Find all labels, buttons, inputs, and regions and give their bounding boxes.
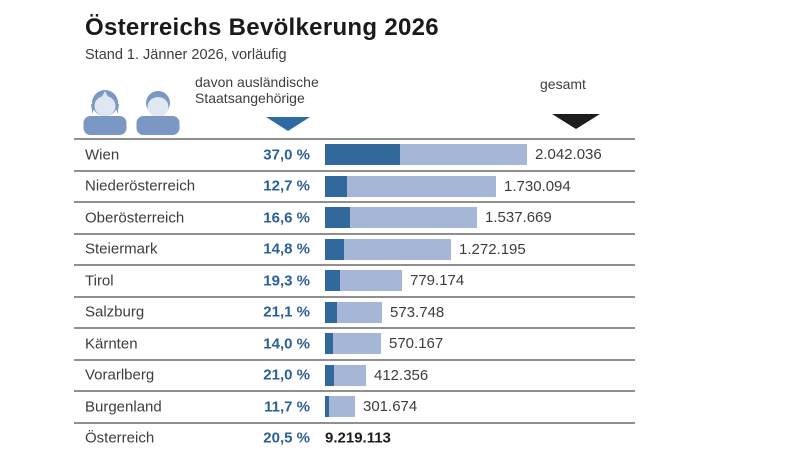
total-population: 301.674	[363, 398, 418, 416]
state-name: Niederösterreich	[85, 177, 196, 195]
total-population: 9.219.113	[325, 429, 391, 447]
foreign-percent: 37,0 %	[263, 146, 310, 164]
state-name: Oberösterreich	[85, 209, 185, 227]
total-population: 412.356	[374, 366, 429, 384]
population-table: Wien 37,0 % 2.042.036 Niederösterreich 1…	[74, 138, 635, 450]
table-row: Burgenland 11,7 % 301.674	[74, 390, 635, 422]
total-population: 1.537.669	[485, 209, 552, 227]
black-triangle-down-icon	[552, 114, 600, 129]
column-header-total: gesamt	[540, 76, 586, 92]
population-bar	[325, 396, 355, 418]
state-name: Vorarlberg	[85, 366, 155, 384]
total-population: 2.042.036	[535, 146, 602, 164]
population-bar	[325, 207, 477, 229]
population-bar-foreign-segment	[325, 175, 347, 197]
table-row: Niederösterreich 12,7 % 1.730.094	[74, 169, 635, 202]
state-name: Kärnten	[85, 335, 138, 353]
column-header-foreign-line1: davon ausländische	[195, 74, 319, 90]
page-title: Österreichs Bevölkerung 2026	[85, 14, 439, 41]
foreign-percent: 21,0 %	[263, 366, 310, 384]
table-row: Kärnten 14,0 % 570.167	[74, 327, 635, 359]
table-row: Vorarlberg 21,0 % 412.356	[74, 358, 635, 391]
population-bar	[325, 364, 366, 386]
state-name: Tirol	[85, 272, 114, 290]
population-bar	[325, 270, 402, 292]
state-name: Salzburg	[85, 303, 145, 321]
foreign-percent: 11,7 %	[264, 398, 310, 416]
foreign-percent: 20,5 %	[263, 429, 310, 447]
total-population: 779.174	[410, 272, 465, 290]
population-bar-foreign-segment	[325, 207, 350, 229]
foreign-percent: 14,0 %	[263, 335, 310, 353]
population-bar	[325, 301, 382, 323]
population-table-rows: Wien 37,0 % 2.042.036 Niederösterreich 1…	[74, 138, 635, 422]
population-bar-foreign-segment	[325, 238, 344, 260]
population-bar	[325, 175, 496, 197]
foreign-percent: 21,1 %	[263, 303, 310, 321]
population-bar-foreign-segment	[325, 396, 329, 418]
population-bar-foreign-segment	[325, 270, 340, 292]
state-name: Steiermark	[85, 240, 158, 258]
total-population: 573.748	[390, 303, 445, 321]
population-bar	[325, 144, 527, 166]
column-header-foreign: davon ausländische Staatsangehörige	[195, 74, 319, 106]
table-row: Oberösterreich 16,6 % 1.537.669	[74, 201, 635, 233]
female-person-icon	[83, 90, 127, 135]
column-header-foreign-line2: Staatsangehörige	[195, 90, 305, 106]
foreign-percent: 16,6 %	[263, 209, 310, 227]
table-row: Wien 37,0 % 2.042.036	[74, 138, 635, 170]
population-bar	[325, 238, 451, 260]
table-row: Steiermark 14,8 % 1.272.195	[74, 232, 635, 265]
total-population: 1.272.195	[459, 240, 526, 258]
table-row: Tirol 19,3 % 779.174	[74, 264, 635, 296]
foreign-percent: 12,7 %	[263, 177, 310, 195]
total-population: 1.730.094	[504, 177, 571, 195]
state-name: Wien	[85, 146, 120, 164]
population-bar-foreign-segment	[325, 333, 333, 355]
state-name: Burgenland	[85, 398, 162, 416]
population-bar-foreign-segment	[325, 301, 337, 323]
people-icons	[83, 89, 180, 135]
summary-row: Österreich 20,5 % 9.219.113	[74, 421, 635, 450]
total-population: 570.167	[389, 335, 444, 353]
population-bar-foreign-segment	[325, 364, 334, 386]
population-bar	[325, 333, 381, 355]
state-name: Österreich	[85, 429, 155, 447]
foreign-percent: 19,3 %	[263, 272, 310, 290]
table-row: Salzburg 21,1 % 573.748	[74, 295, 635, 328]
page-subtitle: Stand 1. Jänner 2026, vorläufig	[85, 47, 287, 63]
blue-triangle-down-icon	[266, 117, 310, 131]
foreign-percent: 14,8 %	[263, 240, 310, 258]
population-bar-foreign-segment	[325, 144, 400, 166]
male-person-icon	[136, 91, 180, 135]
